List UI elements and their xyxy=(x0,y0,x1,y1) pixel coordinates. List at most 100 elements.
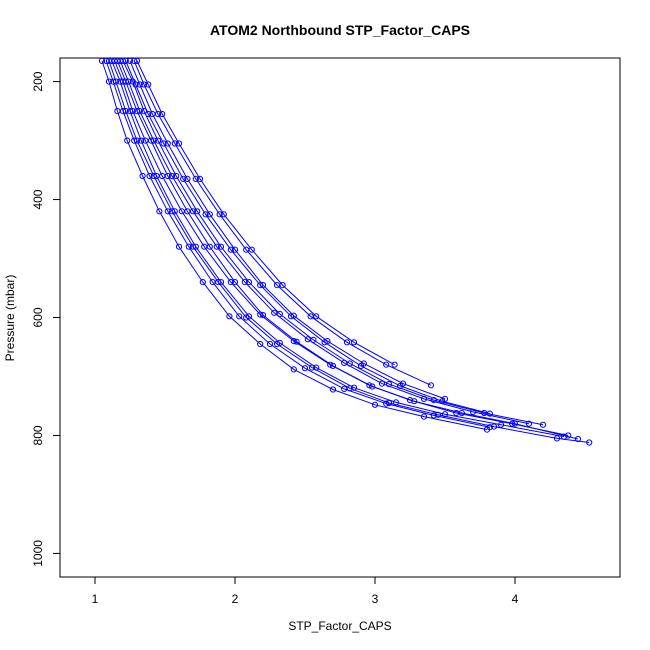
data-point xyxy=(206,211,213,218)
data-point xyxy=(216,211,223,218)
data-point xyxy=(171,208,178,215)
data-point xyxy=(259,282,267,289)
series-line xyxy=(114,60,569,436)
data-point xyxy=(586,439,593,446)
data-point xyxy=(129,78,136,85)
series-line xyxy=(125,60,490,415)
data-point xyxy=(490,423,498,430)
data-point xyxy=(171,140,178,147)
data-point xyxy=(154,110,162,118)
data-point xyxy=(420,413,428,420)
data-point xyxy=(341,385,348,392)
data-point xyxy=(140,81,148,88)
series-7 xyxy=(131,57,435,389)
data-point xyxy=(133,108,141,115)
data-point xyxy=(226,313,233,320)
series-10 xyxy=(103,57,493,431)
series-line xyxy=(136,60,395,366)
data-point xyxy=(287,313,295,320)
data-point xyxy=(430,412,437,419)
data-point xyxy=(486,424,493,431)
x-tick-label: 3 xyxy=(372,592,379,606)
data-point xyxy=(164,140,171,147)
data-point xyxy=(321,339,328,346)
data-point xyxy=(279,282,286,289)
data-point xyxy=(574,435,582,443)
data-point xyxy=(114,57,121,65)
data-point xyxy=(385,381,393,388)
data-point xyxy=(301,365,309,372)
data-point xyxy=(153,172,160,180)
data-point xyxy=(276,310,283,318)
x-tick-label: 4 xyxy=(512,592,519,606)
data-point xyxy=(366,382,373,389)
data-point xyxy=(146,172,153,180)
data-point xyxy=(173,172,180,180)
data-point xyxy=(273,340,281,348)
data-point xyxy=(511,420,519,427)
series-layer xyxy=(98,57,593,446)
series-line xyxy=(101,60,488,431)
data-point xyxy=(329,362,337,369)
x-axis: 1 2 3 4 xyxy=(92,577,519,606)
data-point xyxy=(259,312,267,319)
data-point xyxy=(124,137,131,144)
data-point xyxy=(194,208,201,215)
data-point xyxy=(378,380,386,387)
plot-frame xyxy=(59,57,621,578)
data-point xyxy=(369,383,376,390)
data-point xyxy=(293,338,300,345)
y-tick-label: 1000 xyxy=(31,540,45,567)
data-point xyxy=(350,339,358,346)
data-point xyxy=(406,397,414,404)
y-axis-label: Pressure (mbar) xyxy=(3,275,17,362)
data-point xyxy=(199,279,206,286)
data-point xyxy=(231,279,239,286)
x-tick-label: 1 xyxy=(92,592,99,606)
chart-title: ATOM2 Northbound STP_Factor_CAPS xyxy=(210,22,470,38)
data-point xyxy=(184,175,191,182)
data-point xyxy=(271,309,278,316)
data-point xyxy=(227,279,234,286)
data-point xyxy=(227,246,234,253)
data-point xyxy=(327,361,334,368)
data-point xyxy=(175,140,183,147)
data-point xyxy=(371,401,379,408)
data-point xyxy=(411,398,418,405)
data-point xyxy=(481,409,488,417)
data-point xyxy=(175,243,183,250)
data-point xyxy=(126,57,134,65)
data-point xyxy=(441,395,449,402)
data-point xyxy=(154,137,162,144)
series-11 xyxy=(133,57,398,368)
data-point xyxy=(391,361,398,368)
data-point xyxy=(168,172,176,180)
data-point xyxy=(131,57,138,65)
data-point xyxy=(392,399,400,406)
data-point xyxy=(329,386,337,393)
data-point xyxy=(98,57,106,65)
series-12 xyxy=(114,57,582,443)
y-tick-label: 200 xyxy=(31,71,45,91)
series-line xyxy=(119,60,530,425)
data-point xyxy=(184,208,191,215)
data-point xyxy=(539,421,547,428)
data-point xyxy=(159,110,166,118)
data-point xyxy=(133,57,141,65)
data-point xyxy=(164,208,171,215)
data-point xyxy=(164,172,171,180)
series-line xyxy=(111,60,565,438)
data-point xyxy=(245,279,253,286)
data-point xyxy=(266,340,274,348)
y-axis: 200 400 600 800 1000 xyxy=(31,71,60,567)
series-3 xyxy=(117,57,533,427)
data-point xyxy=(525,420,533,427)
data-point xyxy=(248,246,255,253)
data-point xyxy=(140,108,148,115)
data-point xyxy=(241,279,248,286)
data-point xyxy=(185,243,192,250)
data-point xyxy=(119,108,127,115)
data-point xyxy=(310,336,317,343)
data-point xyxy=(360,360,367,367)
